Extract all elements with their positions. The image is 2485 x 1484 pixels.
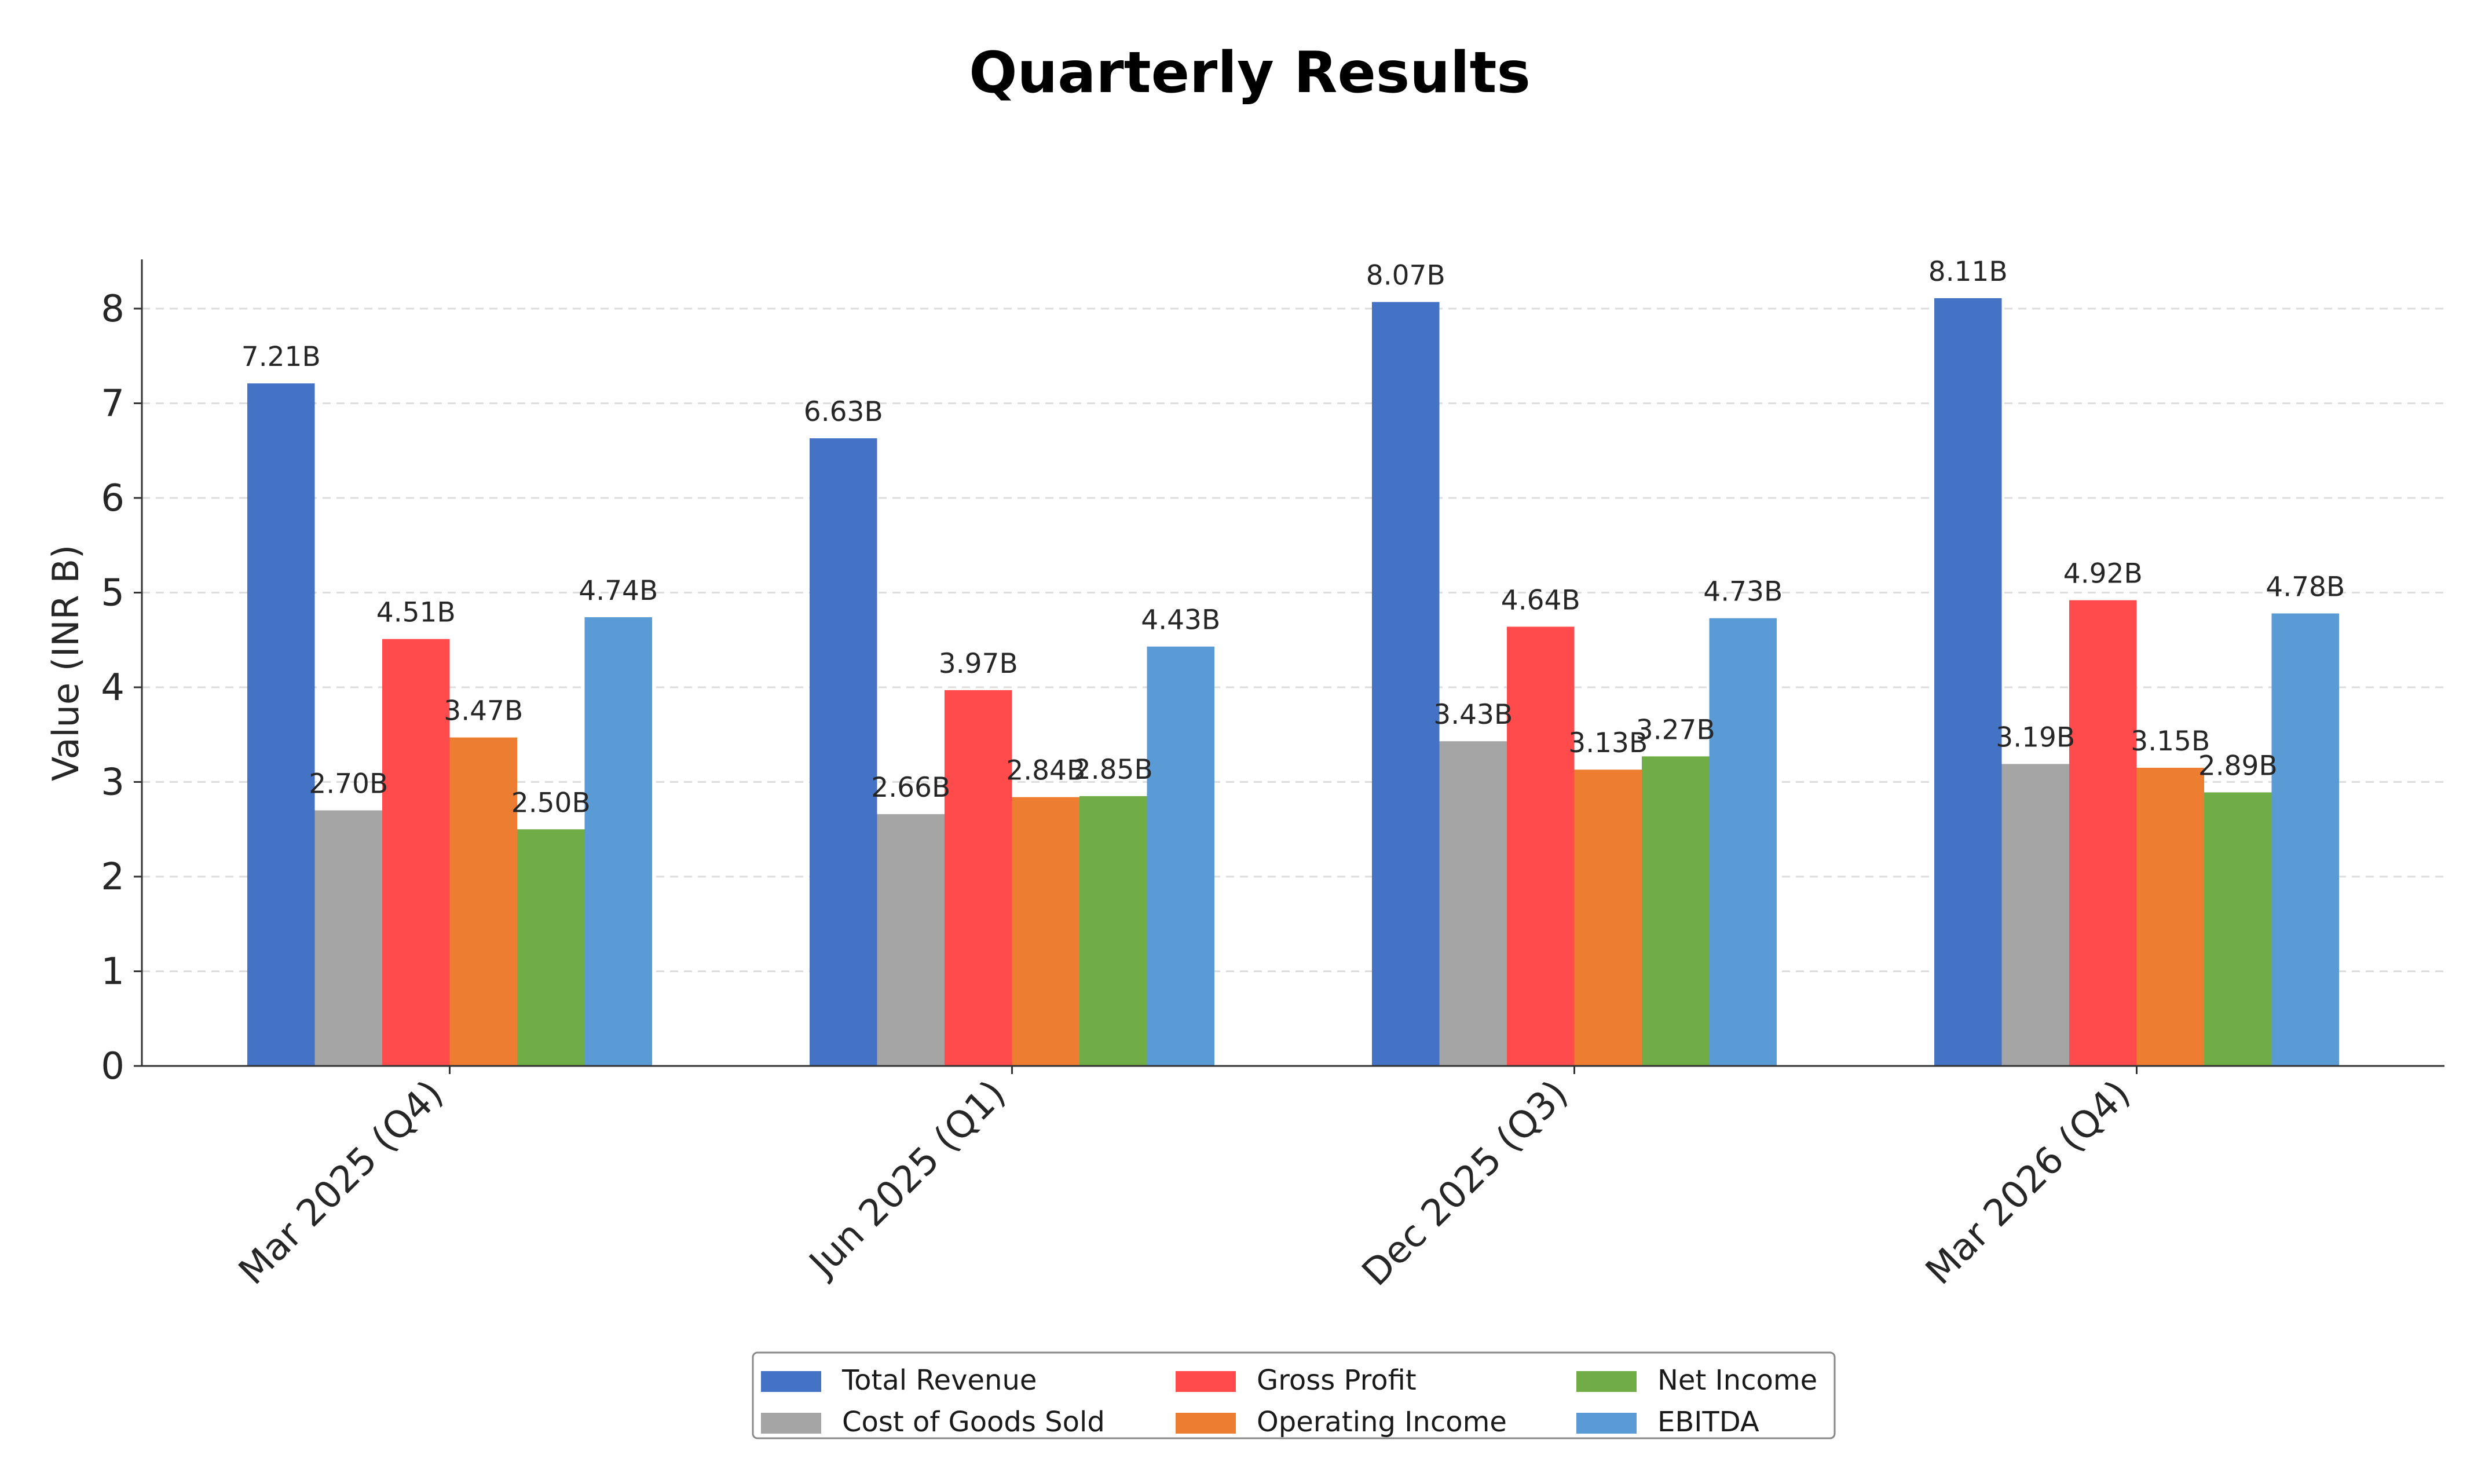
legend-swatch <box>1176 1413 1236 1434</box>
data-label: 3.27B <box>1636 714 1715 746</box>
data-label: 8.11B <box>1928 256 2008 288</box>
y-tick-label: 8 <box>101 288 125 331</box>
legend-label: Total Revenue <box>841 1364 1037 1397</box>
data-label: 3.15B <box>2131 725 2210 757</box>
bar <box>945 690 1012 1066</box>
data-label: 3.13B <box>1568 727 1648 759</box>
x-tick-label: Dec 2025 (Q3) <box>1354 1072 1576 1295</box>
bar <box>1079 796 1147 1066</box>
legend-swatch <box>761 1413 821 1434</box>
y-tick-label: 5 <box>101 572 125 615</box>
y-tick-label: 0 <box>101 1045 125 1088</box>
legend-frame <box>752 1351 1836 1439</box>
data-label: 6.63B <box>804 396 883 428</box>
data-label: 2.85B <box>1074 754 1153 786</box>
data-label: 3.47B <box>444 695 523 727</box>
y-tick-label: 7 <box>101 383 125 426</box>
bars <box>247 298 2339 1067</box>
data-label: 4.73B <box>1703 576 1783 608</box>
bar <box>2001 764 2069 1066</box>
data-label: 4.64B <box>1501 584 1580 616</box>
y-axis-ticks: 0 1 2 3 4 5 6 7 8 <box>101 288 142 1088</box>
data-label: 2.89B <box>2198 750 2278 782</box>
y-tick-label: 1 <box>101 951 125 994</box>
bar <box>1934 298 2002 1066</box>
bar <box>2271 613 2339 1066</box>
data-label: 4.92B <box>2063 558 2143 590</box>
data-label: 2.70B <box>309 768 388 800</box>
y-tick-label: 4 <box>101 666 125 709</box>
bar <box>1147 646 1214 1066</box>
legend-label: Gross Profit <box>1257 1364 1417 1397</box>
data-label: 4.51B <box>376 597 456 629</box>
bar <box>1439 741 1507 1066</box>
legend-label: Operating Income <box>1257 1406 1507 1438</box>
bar <box>584 617 652 1066</box>
data-label: 2.84B <box>1006 755 1085 787</box>
bar <box>1372 302 1440 1067</box>
y-axis-label: Value (INR B) <box>45 545 87 781</box>
data-label: 4.43B <box>1141 604 1220 636</box>
y-tick-label: 2 <box>101 856 125 899</box>
bar <box>1507 626 1575 1066</box>
bar <box>2069 600 2137 1066</box>
data-label: 2.50B <box>511 787 591 819</box>
legend-label: EBITDA <box>1657 1406 1759 1438</box>
data-label: 8.07B <box>1366 260 1445 292</box>
x-axis-ticks: Mar 2025 (Q4) Jun 2025 (Q1) Dec 2025 (Q3) M… <box>230 1066 2139 1295</box>
data-labels: 7.21B 2.70B 4.51B 3.47B 2.50B 4.74B 6.63B 2.66B… <box>241 256 2345 819</box>
data-label: 4.78B <box>2266 571 2345 603</box>
y-tick-label: 6 <box>101 477 125 520</box>
bar <box>1574 770 1642 1066</box>
x-tick-label: Jun 2025 (Q1) <box>800 1072 1014 1287</box>
bar <box>449 737 517 1066</box>
bar <box>2204 792 2272 1066</box>
data-label: 3.19B <box>1996 721 2075 753</box>
bar <box>810 438 877 1066</box>
bar <box>517 829 585 1066</box>
bar <box>2136 767 2204 1066</box>
data-label: 2.66B <box>871 772 950 804</box>
data-label: 3.43B <box>1433 699 1513 731</box>
data-label: 7.21B <box>241 341 321 373</box>
bar <box>877 814 945 1066</box>
legend-label: Cost of Goods Sold <box>842 1406 1105 1438</box>
bar <box>1012 797 1079 1066</box>
legend-label: Net Income <box>1657 1364 1817 1397</box>
legend-swatch <box>1576 1413 1637 1434</box>
x-tick-label: Mar 2026 (Q4) <box>1917 1072 2138 1293</box>
data-label: 4.74B <box>579 575 658 607</box>
y-tick-label: 3 <box>101 761 125 804</box>
chart-title: Quarterly Results <box>969 40 1531 106</box>
bar <box>314 810 382 1066</box>
legend-swatch <box>761 1371 821 1392</box>
data-label: 3.97B <box>939 648 1018 680</box>
bar <box>1642 756 1710 1066</box>
x-tick-label: Mar 2025 (Q4) <box>230 1072 451 1293</box>
legend-swatch <box>1576 1371 1637 1392</box>
bar <box>247 383 315 1066</box>
legend: Total Revenue Cost of Goods Sold Gross Pro… <box>752 1351 1836 1439</box>
bar <box>382 639 450 1066</box>
legend-swatch <box>1176 1371 1236 1392</box>
bar <box>1709 618 1777 1066</box>
